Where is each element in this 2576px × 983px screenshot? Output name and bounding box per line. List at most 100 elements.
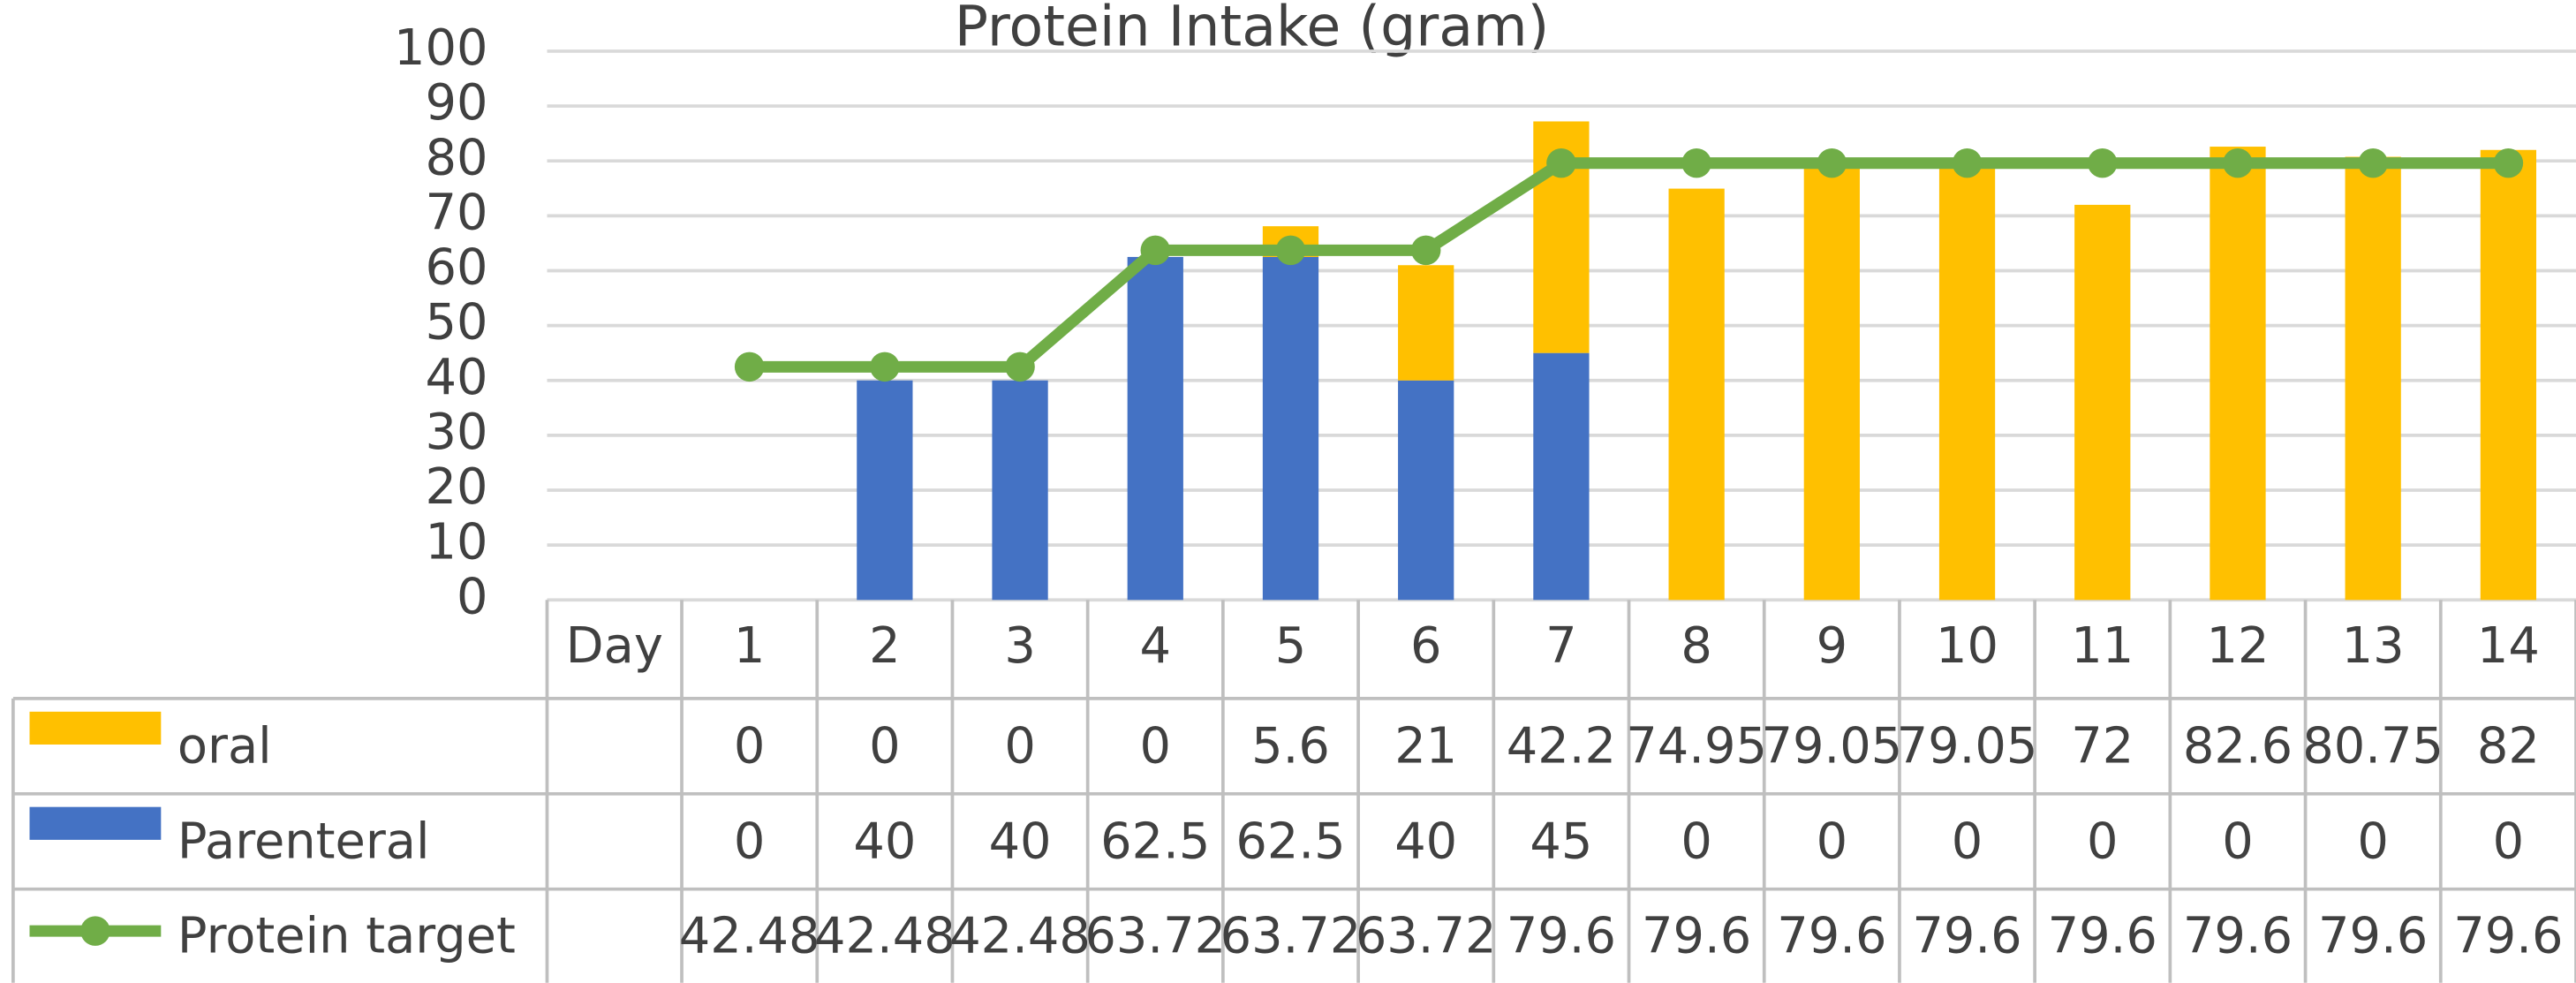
- marker: [734, 352, 765, 382]
- marker: [1140, 235, 1171, 266]
- table-value: 42.48: [949, 908, 1091, 965]
- bar: [857, 380, 913, 601]
- table-value: 21: [1394, 718, 1457, 775]
- table-value: 63.72: [1220, 908, 1362, 965]
- x-tick-label: 9: [1817, 617, 1848, 675]
- table-value: 79.6: [2183, 908, 2293, 965]
- bar: [2480, 149, 2537, 601]
- table-value: 62.5: [1235, 813, 1345, 871]
- bar: [1398, 265, 1454, 381]
- x-tick-label: 14: [2477, 617, 2540, 675]
- x-tick-label: 13: [2342, 617, 2405, 675]
- marker: [1681, 147, 1711, 178]
- marker: [2088, 147, 2118, 178]
- table-value: 63.72: [1356, 908, 1497, 965]
- table-value: 63.72: [1084, 908, 1226, 965]
- x-tick-label: 1: [734, 617, 766, 675]
- table-value: 79.6: [2318, 908, 2428, 965]
- legend-swatch: [80, 916, 110, 946]
- y-tick-label: 80: [426, 129, 488, 186]
- table-value: 40: [1394, 813, 1457, 871]
- table-value: 79.6: [2453, 908, 2563, 965]
- table-value: 0: [2222, 813, 2254, 871]
- y-tick-label: 30: [426, 404, 488, 461]
- bar: [2210, 147, 2266, 601]
- legend-label: Protein target: [178, 908, 516, 965]
- table-value: 0: [1952, 813, 1983, 871]
- bar: [1668, 188, 1725, 601]
- marker: [1952, 147, 1983, 178]
- table-value: 82.6: [2183, 718, 2293, 775]
- table-value: 42.2: [1507, 718, 1616, 775]
- table-value: 79.05: [1897, 718, 2038, 775]
- table-value: 5.6: [1251, 718, 1330, 775]
- bar: [1938, 166, 1996, 601]
- legend-label: oral: [178, 718, 272, 775]
- legend-label: Parenteral: [178, 813, 430, 871]
- x-tick-label: 12: [2206, 617, 2269, 675]
- table-value: 40: [989, 813, 1052, 871]
- table-value: 79.05: [1761, 718, 1902, 775]
- table-value: 79.6: [2048, 908, 2157, 965]
- marker: [1275, 235, 1306, 266]
- table-value: 0: [1004, 718, 1036, 775]
- marker: [1005, 352, 1035, 382]
- x-tick-label: 4: [1140, 617, 1172, 675]
- table-value: 0: [734, 813, 766, 871]
- y-tick-label: 50: [426, 294, 488, 352]
- table-value: 45: [1530, 813, 1592, 871]
- x-tick-label: 8: [1681, 617, 1712, 675]
- table-value: 0: [734, 718, 766, 775]
- bar: [1398, 380, 1454, 601]
- table-value: 74.95: [1626, 718, 1767, 775]
- marker: [2493, 147, 2524, 178]
- bar: [992, 380, 1048, 601]
- bar: [2345, 156, 2401, 601]
- y-tick-label: 10: [426, 513, 488, 571]
- marker: [1546, 147, 1576, 178]
- y-tick-label: 90: [426, 74, 488, 132]
- bar: [1803, 166, 1860, 601]
- legend-swatch: [29, 711, 162, 745]
- table-value: 79.6: [1507, 908, 1616, 965]
- table-value: 82: [2477, 718, 2540, 775]
- table-value: 0: [2493, 813, 2525, 871]
- y-tick-label: 60: [426, 239, 488, 297]
- table-value: 40: [853, 813, 916, 871]
- legend-swatch: [29, 806, 162, 840]
- y-tick-label: 70: [426, 184, 488, 241]
- line: [749, 157, 2509, 373]
- table-value: 0: [2087, 813, 2119, 871]
- x-tick-label: 3: [1004, 617, 1036, 675]
- x-axis-label: Day: [566, 617, 663, 675]
- table-value: 42.48: [814, 908, 956, 965]
- x-tick-label: 7: [1545, 617, 1577, 675]
- bar: [1262, 256, 1319, 601]
- x-tick-label: 2: [869, 617, 901, 675]
- table-value: 0: [1817, 813, 1848, 871]
- table-value: 80.75: [2302, 718, 2444, 775]
- y-tick-label: 0: [457, 568, 488, 625]
- table-value: 79.6: [1777, 908, 1886, 965]
- x-tick-label: 11: [2071, 617, 2134, 675]
- marker: [1410, 235, 1441, 266]
- chart-title: Protein Intake (gram): [955, 0, 1549, 58]
- y-tick-label: 40: [426, 349, 488, 406]
- marker: [1817, 147, 1847, 178]
- marker: [2223, 147, 2253, 178]
- bar: [1533, 352, 1590, 601]
- table-value: 79.6: [1912, 908, 2021, 965]
- marker: [870, 352, 900, 382]
- x-tick-label: 5: [1275, 617, 1307, 675]
- table-value: 79.6: [1642, 908, 1751, 965]
- y-tick-label: 100: [394, 19, 487, 77]
- bar: [2074, 204, 2131, 601]
- table-value: 42.48: [679, 908, 820, 965]
- bar: [1127, 256, 1183, 601]
- table-value: 0: [1681, 813, 1712, 871]
- x-tick-label: 10: [1936, 617, 1998, 675]
- x-tick-label: 6: [1410, 617, 1442, 675]
- table-value: 0: [2357, 813, 2389, 871]
